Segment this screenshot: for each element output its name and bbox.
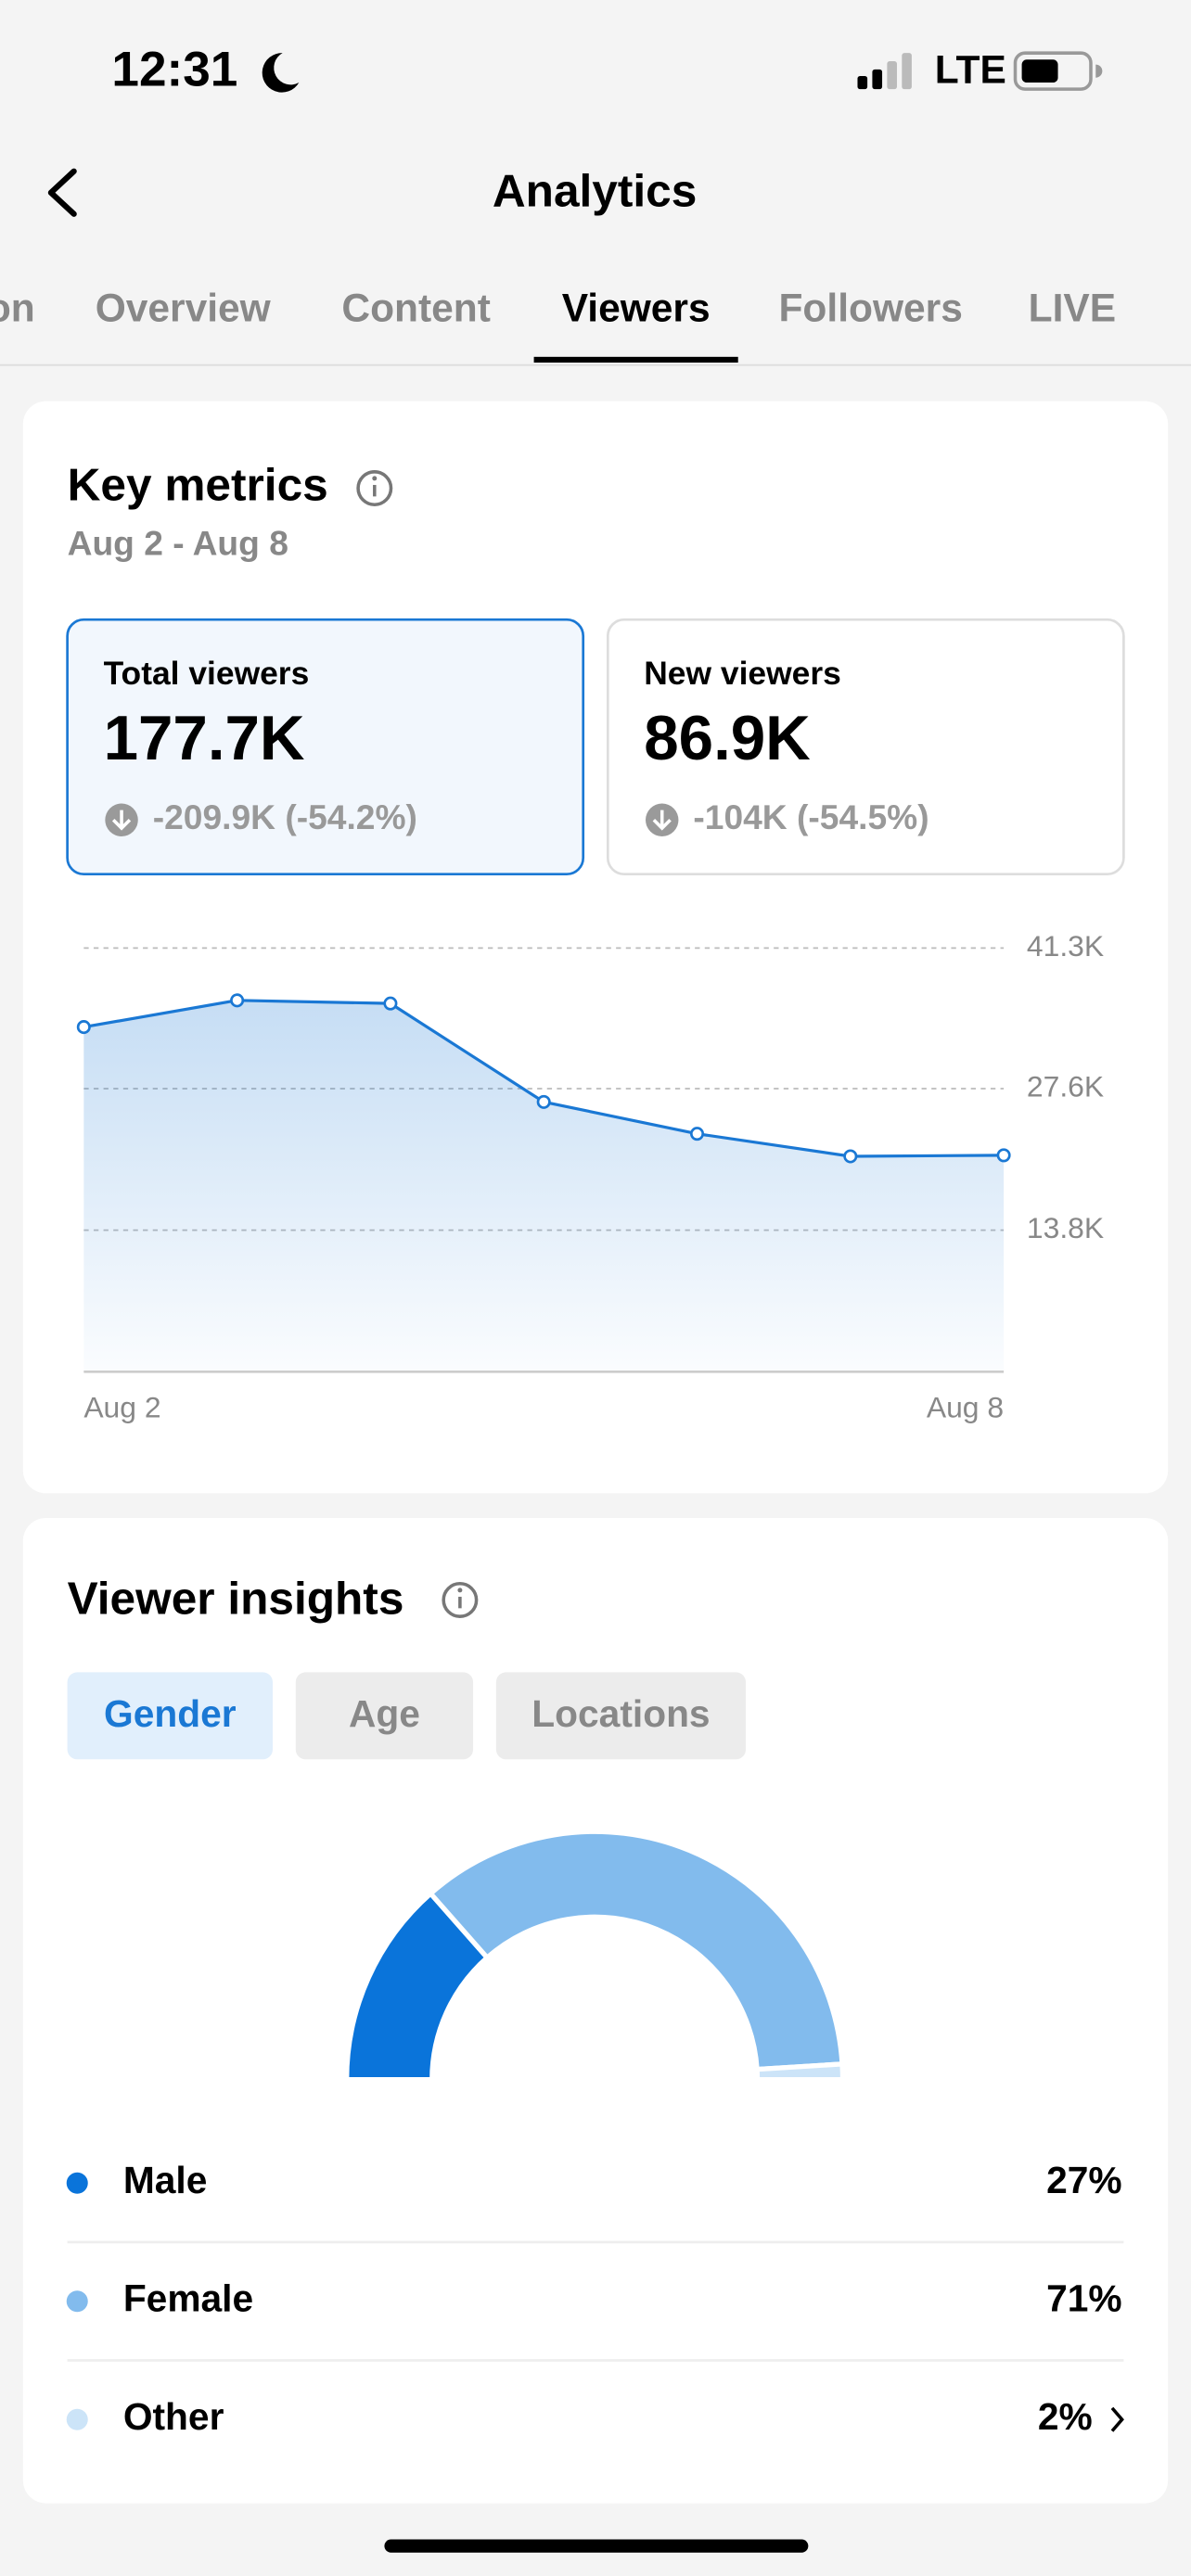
tab[interactable]: on — [0, 287, 35, 330]
home-indicator — [384, 2539, 809, 2553]
down-icon-arrow — [652, 810, 672, 831]
insights-card — [22, 1517, 1169, 2504]
x-tick-label: Aug 2 — [83, 1390, 160, 1423]
legend-value: 2% — [1038, 2395, 1093, 2438]
filter-pill[interactable] — [67, 1672, 273, 1760]
section-title: Key metrics — [68, 459, 328, 511]
filter-label[interactable]: Age — [349, 1692, 420, 1735]
area — [83, 1000, 1005, 1372]
legend-dot — [66, 2408, 88, 2430]
chevron[interactable] — [1110, 2406, 1124, 2432]
donut-segment[interactable] — [754, 2061, 846, 2083]
point[interactable] — [536, 1094, 551, 1109]
point[interactable] — [996, 1148, 1011, 1163]
metric-label: Total viewers — [104, 655, 310, 692]
legend-dot — [66, 2290, 88, 2313]
metric-change: -104K (-54.5%) — [693, 797, 928, 836]
filter-label[interactable]: Locations — [531, 1692, 710, 1735]
tab[interactable]: LIVE — [1029, 287, 1116, 330]
down-icon-arrow — [111, 810, 132, 831]
legend-value: 27% — [1046, 2159, 1122, 2201]
point[interactable] — [843, 1149, 858, 1164]
metric-value: 177.7K — [104, 704, 305, 773]
legend-name: Male — [123, 2159, 208, 2201]
signal-icon — [857, 53, 912, 90]
tab[interactable]: Content — [341, 287, 491, 330]
point[interactable] — [689, 1127, 705, 1141]
point[interactable] — [230, 993, 245, 1008]
tab-underline — [533, 356, 738, 363]
metric-card[interactable] — [606, 618, 1125, 876]
legend-name: Other — [123, 2395, 224, 2438]
y-tick-label: 41.3K — [1027, 929, 1104, 963]
section-title: Viewer insights — [68, 1572, 404, 1624]
metric-card[interactable] — [66, 618, 585, 876]
x-tick-label: Aug 8 — [927, 1390, 1004, 1423]
info-icon[interactable] — [442, 1582, 479, 1618]
date-range: Aug 2 - Aug 8 — [68, 523, 288, 562]
metric-value: 86.9K — [644, 704, 811, 773]
y-tick-label: 13.8K — [1027, 1211, 1104, 1244]
point[interactable] — [383, 996, 398, 1011]
legend-name: Female — [123, 2276, 253, 2319]
network: LTE — [935, 49, 1006, 93]
page-title: Analytics — [493, 165, 697, 217]
tab[interactable]: Viewers — [562, 287, 711, 330]
y-tick-label: 27.6K — [1027, 1069, 1104, 1103]
point[interactable] — [76, 1020, 91, 1035]
tab[interactable]: Overview — [96, 287, 272, 330]
moon-icon — [262, 53, 300, 93]
metric-change: -209.9K (-54.2%) — [153, 797, 417, 836]
filter-pill[interactable] — [295, 1672, 474, 1760]
clock: 12:31 — [111, 42, 237, 96]
tab[interactable]: Followers — [778, 287, 962, 330]
metric-label: New viewers — [644, 655, 841, 692]
filter-pill[interactable] — [495, 1672, 747, 1760]
donut-segment[interactable] — [427, 1829, 845, 2072]
filter-label[interactable]: Gender — [104, 1692, 237, 1735]
legend-value: 71% — [1046, 2276, 1122, 2319]
legend-dot — [66, 2172, 88, 2194]
back-button[interactable] — [47, 168, 77, 217]
battery-icon — [1013, 51, 1103, 91]
info-icon[interactable] — [356, 470, 393, 506]
